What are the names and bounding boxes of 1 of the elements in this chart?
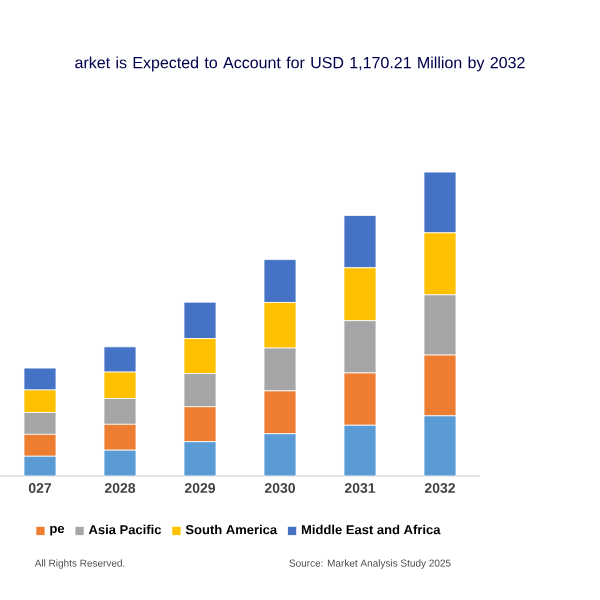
chart-title: arket is Expected to Account for USD 1,170.21 Million by 2032: [75, 56, 525, 72]
